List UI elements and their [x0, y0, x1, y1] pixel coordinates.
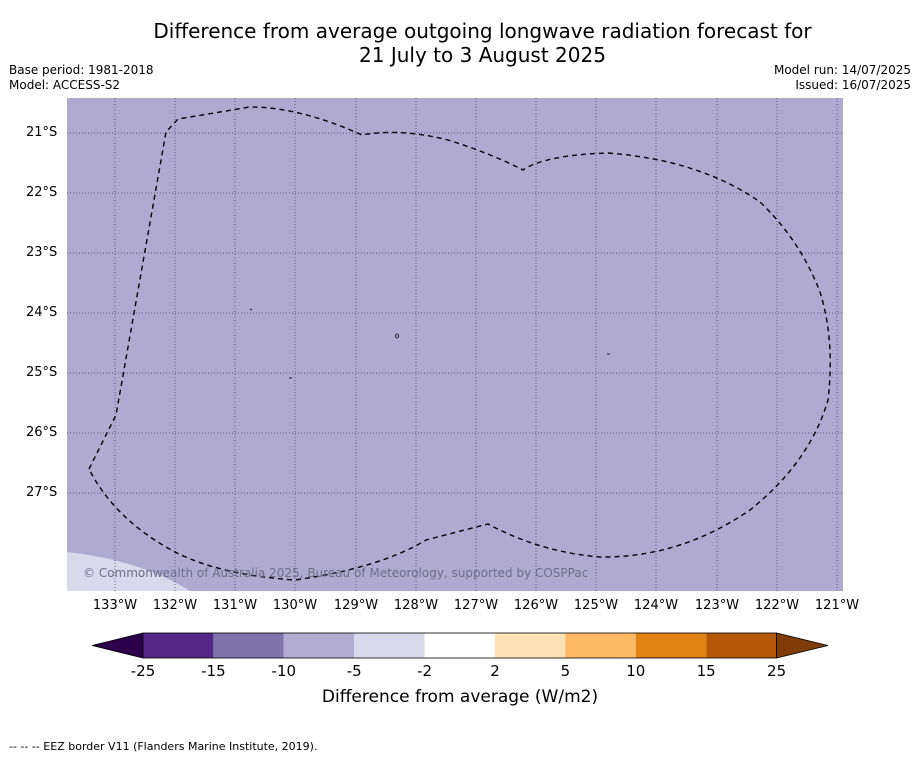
colorbar-tick-label: 25 — [767, 662, 787, 680]
colorbar-tick-label: -15 — [201, 662, 226, 680]
colorbar-segment — [706, 633, 777, 658]
longitude-label: 128°W — [393, 598, 439, 613]
longitude-label: 125°W — [573, 598, 619, 613]
longitude-label: 132°W — [152, 598, 198, 613]
colorbar-segment — [565, 633, 636, 658]
latitude-label: 26°S — [26, 425, 58, 440]
model-text: Model: ACCESS-S2 — [9, 78, 121, 92]
longitude-label: 126°W — [513, 598, 559, 613]
latitude-label: 21°S — [26, 125, 58, 140]
base-period-text: Base period: 1981-2018 — [9, 63, 154, 77]
colorbar-under-extension — [91, 632, 144, 659]
longitude-label: 133°W — [92, 598, 138, 613]
longitude-label: 122°W — [754, 598, 800, 613]
longitude-label: 124°W — [633, 598, 679, 613]
latitude-label: 27°S — [26, 485, 58, 500]
colorbar — [91, 632, 829, 659]
eez-legend-footer: -- -- -- EEZ border V11 (Flanders Marine… — [9, 740, 318, 753]
colorbar-tick-label: -10 — [271, 662, 297, 680]
colorbar-title: Difference from average (W/m2) — [321, 687, 599, 707]
colorbar-segment — [635, 633, 707, 658]
colorbar-tick-label: 2 — [490, 662, 500, 680]
colorbar-segment — [213, 633, 284, 658]
map-background — [67, 98, 843, 591]
longitude-label: 129°W — [333, 598, 379, 613]
map-gridlines — [67, 98, 843, 591]
colorbar-tick-label: -2 — [417, 662, 433, 680]
longitude-label: 123°W — [694, 598, 740, 613]
model-run-text: Model run: 14/07/2025 — [773, 63, 911, 77]
colorbar-tick-label: 5 — [560, 662, 571, 680]
colorbar-over-extension — [776, 632, 829, 659]
colorbar-segment — [424, 633, 495, 658]
colorbar-tick-label: -5 — [346, 662, 362, 680]
colorbar-segment — [143, 633, 214, 658]
meta-right: Model run: 14/07/2025 Issued: 16/07/2025 — [774, 63, 911, 93]
latitude-label: 24°S — [26, 305, 58, 320]
map-title-line-2: 21 July to 3 August 2025 — [359, 43, 606, 67]
issued-text: Issued: 16/07/2025 — [795, 78, 911, 92]
latitude-label: 23°S — [26, 245, 58, 260]
eez-border — [88, 106, 831, 581]
map-title-line-1: Difference from average outgoing longwav… — [153, 19, 812, 43]
copyright-text: © Commonwealth of Australia 2025, Bureau… — [83, 566, 589, 580]
island-mark — [249, 308, 253, 311]
colorbar-segment — [495, 633, 566, 658]
map-light-corner — [67, 552, 190, 591]
longitude-label: 131°W — [212, 598, 258, 613]
longitude-label: 121°W — [814, 598, 860, 613]
longitude-label: 130°W — [272, 598, 318, 613]
colorbar-segment — [354, 633, 425, 658]
latitude-label: 22°S — [26, 185, 58, 200]
colorbar-tick-label: 15 — [696, 662, 716, 680]
island-mark — [394, 333, 399, 339]
island-marks — [249, 308, 610, 379]
meta-left: Base period: 1981-2018 Model: ACCESS-S2 — [9, 63, 154, 93]
colorbar-tick-label: -25 — [130, 662, 156, 680]
colorbar-tick-label: 10 — [626, 662, 646, 680]
longitude-label: 127°W — [453, 598, 499, 613]
colorbar-segment — [283, 633, 355, 658]
latitude-label: 25°S — [26, 365, 58, 380]
colorbar-frame — [142, 632, 777, 659]
